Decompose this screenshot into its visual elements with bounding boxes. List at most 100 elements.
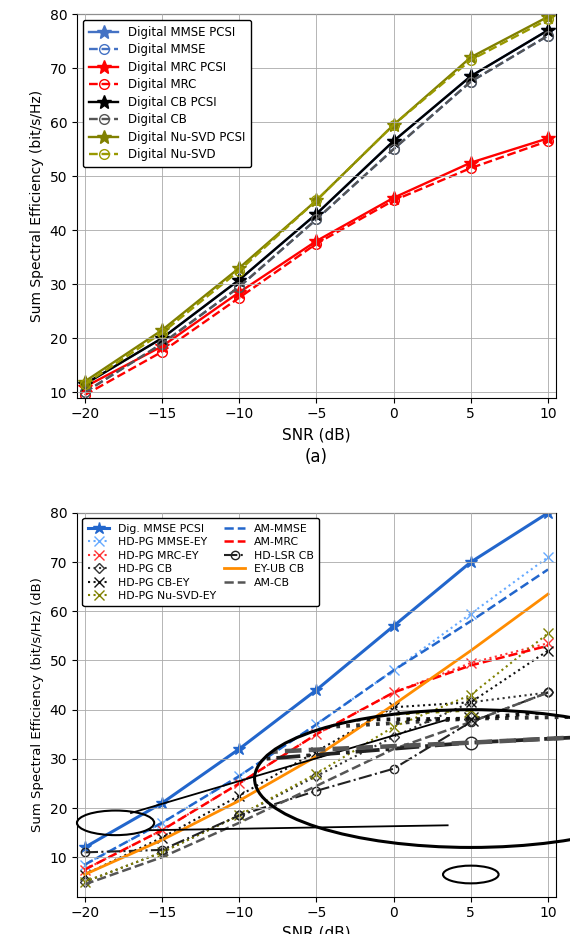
Digital MMSE PCSI [236, 275, 243, 286]
Digital MMSE [158, 338, 165, 349]
Line: HD-PG MMSE-EY: HD-PG MMSE-EY [80, 552, 553, 870]
Digital Nu-SVD PCSI [158, 325, 165, 336]
Digital MMSE PCSI [467, 71, 474, 82]
HD-PG CB-EY [544, 645, 551, 657]
Dig. MMSE PCSI [390, 620, 397, 631]
Dig. MMSE PCSI [82, 842, 88, 853]
AM-MMSE [390, 665, 397, 676]
Digital Nu-SVD [544, 14, 551, 25]
Line: Digital MRC PCSI: Digital MRC PCSI [78, 132, 555, 394]
Line: AM-CB: AM-CB [85, 692, 548, 884]
HD-PG CB [544, 686, 551, 698]
Line: HD-LSR CB: HD-LSR CB [80, 688, 552, 856]
HD-LSR CB [236, 810, 243, 821]
Digital MRC PCSI [236, 287, 243, 298]
AM-MRC [544, 640, 551, 651]
Digital Nu-SVD PCSI [390, 120, 397, 131]
Line: Digital MMSE: Digital MMSE [80, 31, 553, 397]
Digital CB [158, 338, 165, 349]
AM-MMSE [158, 817, 165, 828]
AM-MMSE [467, 616, 474, 627]
AM-CB [236, 817, 243, 828]
Y-axis label: Sum Spectral Efficiency (bit/s/Hz) (dB): Sum Spectral Efficiency (bit/s/Hz) (dB) [31, 577, 44, 832]
HD-PG CB-EY [236, 790, 243, 801]
EY-UB CB [82, 869, 88, 880]
AM-CB [158, 852, 165, 863]
AM-CB [390, 743, 397, 755]
HD-LSR CB [390, 763, 397, 774]
HD-LSR CB [158, 844, 165, 856]
Digital MRC [236, 292, 243, 304]
HD-PG MRC-EY [313, 729, 320, 740]
HD-PG MRC-EY [467, 658, 474, 669]
HD-LSR CB [313, 785, 320, 797]
HD-PG Nu-SVD-EY [544, 628, 551, 639]
Digital Nu-SVD [82, 378, 88, 389]
Digital MRC PCSI [158, 341, 165, 352]
HD-PG CB-EY [467, 697, 474, 708]
HD-PG MRC-EY [158, 825, 165, 836]
Digital MMSE [544, 30, 551, 41]
Line: HD-PG CB-EY: HD-PG CB-EY [80, 645, 553, 880]
AM-MRC [236, 778, 243, 789]
Legend: Digital MMSE PCSI, Digital MMSE, Digital MRC PCSI, Digital MRC, Digital CB PCSI,: Digital MMSE PCSI, Digital MMSE, Digital… [83, 20, 251, 167]
HD-PG CB-EY [390, 701, 397, 713]
AM-MRC [313, 729, 320, 740]
HD-PG Nu-SVD-EY [158, 847, 165, 858]
EY-UB CB [313, 751, 320, 762]
AM-MMSE [313, 719, 320, 730]
Digital MMSE PCSI [82, 378, 88, 389]
HD-PG CB [82, 876, 88, 887]
Digital Nu-SVD [390, 120, 397, 131]
Line: Dig. MMSE PCSI: Dig. MMSE PCSI [79, 506, 554, 854]
HD-PG CB-EY [313, 746, 320, 757]
HD-PG MMSE-EY [467, 608, 474, 619]
HD-PG Nu-SVD-EY [390, 721, 397, 732]
HD-PG CB [390, 731, 397, 743]
HD-PG CB-EY [158, 832, 165, 843]
Digital CB PCSI [82, 378, 88, 389]
Digital MMSE [390, 144, 397, 155]
Digital MRC [390, 195, 397, 206]
Line: HD-PG Nu-SVD-EY: HD-PG Nu-SVD-EY [80, 629, 553, 886]
Digital CB [544, 30, 551, 41]
Line: HD-PG CB: HD-PG CB [81, 689, 552, 885]
HD-PG Nu-SVD-EY [236, 810, 243, 821]
Digital MMSE PCSI [313, 208, 320, 219]
Line: Digital Nu-SVD: Digital Nu-SVD [80, 15, 553, 389]
X-axis label: SNR (dB): SNR (dB) [282, 926, 351, 934]
Digital Nu-SVD [467, 54, 474, 65]
Digital CB PCSI [236, 275, 243, 286]
HD-PG Nu-SVD-EY [467, 689, 474, 700]
HD-PG MRC-EY [236, 778, 243, 789]
Legend: Dig. MMSE PCSI, HD-PG MMSE-EY, HD-PG MRC-EY, HD-PG CB, HD-PG CB-EY, HD-PG Nu-SVD: Dig. MMSE PCSI, HD-PG MMSE-EY, HD-PG MRC… [83, 518, 319, 606]
HD-PG MMSE-EY [544, 552, 551, 563]
Dig. MMSE PCSI [236, 743, 243, 755]
Digital CB PCSI [158, 333, 165, 344]
Line: AM-MRC: AM-MRC [85, 645, 548, 870]
HD-PG MRC-EY [544, 638, 551, 649]
HD-PG MMSE-EY [236, 771, 243, 782]
Line: Digital CB PCSI: Digital CB PCSI [78, 23, 555, 391]
Digital CB PCSI [390, 135, 397, 147]
Digital MMSE [313, 214, 320, 225]
Digital MRC PCSI [390, 192, 397, 204]
Dig. MMSE PCSI [467, 557, 474, 568]
HD-PG MMSE-EY [313, 719, 320, 730]
Digital MMSE PCSI [158, 333, 165, 344]
EY-UB CB [467, 645, 474, 657]
HD-PG Nu-SVD-EY [82, 876, 88, 887]
AM-MMSE [236, 771, 243, 782]
Line: HD-PG MRC-EY: HD-PG MRC-EY [80, 639, 553, 874]
HD-PG CB [236, 810, 243, 821]
EY-UB CB [544, 588, 551, 600]
Digital Nu-SVD PCSI [313, 195, 320, 206]
Digital Nu-SVD PCSI [544, 11, 551, 22]
AM-MRC [390, 686, 397, 698]
HD-PG CB [313, 771, 320, 782]
Digital Nu-SVD PCSI [236, 262, 243, 274]
AM-CB [544, 686, 551, 698]
Y-axis label: Sum Spectral Efficiency (bit/s/Hz): Sum Spectral Efficiency (bit/s/Hz) [30, 90, 44, 322]
AM-CB [313, 780, 320, 791]
Text: (a): (a) [305, 447, 328, 466]
